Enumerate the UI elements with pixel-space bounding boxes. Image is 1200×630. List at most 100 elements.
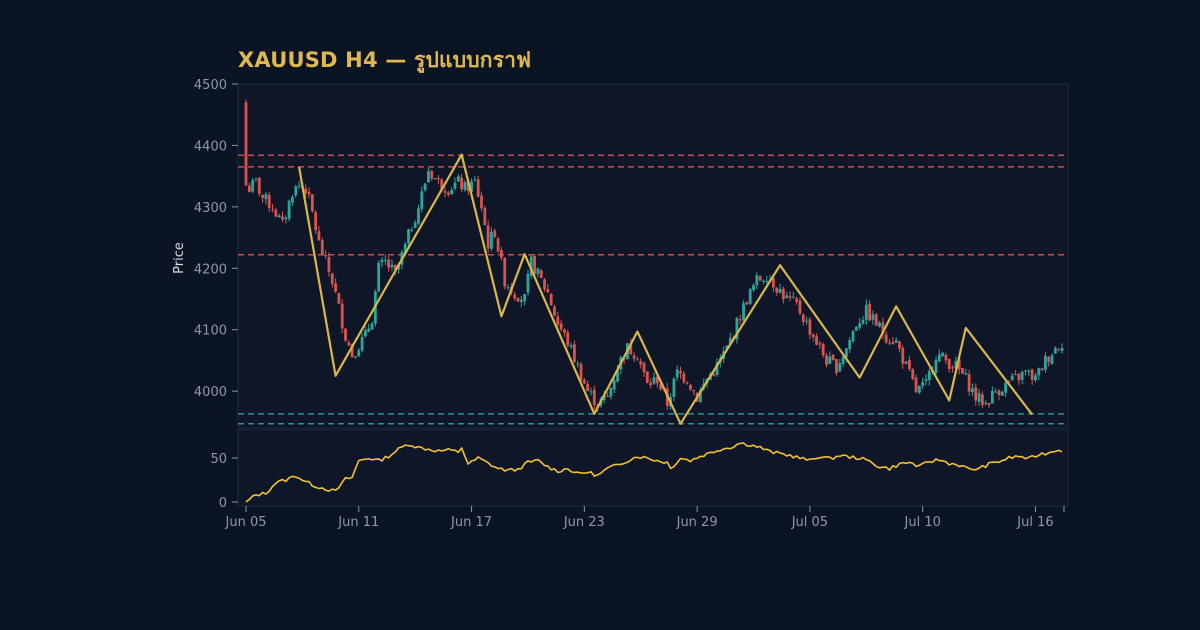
candle-body xyxy=(911,369,915,380)
candle-body xyxy=(811,334,815,337)
candle-body xyxy=(791,296,795,298)
x-tick-label: Jul 16 xyxy=(1016,515,1053,530)
x-tick-label: Jun 05 xyxy=(225,515,267,530)
candle-body xyxy=(888,342,891,344)
candle-body xyxy=(679,371,682,374)
candle-body xyxy=(854,326,858,331)
zigzag-line xyxy=(297,153,1034,425)
candle-body xyxy=(612,380,616,390)
candle-body xyxy=(997,390,1001,395)
candle-body xyxy=(1053,347,1057,354)
x-tick-label: Jun 17 xyxy=(450,515,492,530)
candle-body xyxy=(334,283,337,292)
candle-body xyxy=(838,363,842,372)
candle-body xyxy=(675,369,679,378)
candle-body xyxy=(543,279,546,290)
candle-body xyxy=(1060,347,1064,351)
y-tick-label: 4500 xyxy=(194,78,227,93)
candle-body xyxy=(592,389,596,405)
candle-body xyxy=(519,299,523,302)
y-axis-label: Price xyxy=(172,242,187,274)
candle-body xyxy=(307,191,311,195)
candle-body xyxy=(659,383,663,390)
candle-body xyxy=(383,259,387,261)
candle-body xyxy=(778,288,782,293)
candle-body xyxy=(818,343,822,345)
candle-body xyxy=(682,373,686,383)
candle-body xyxy=(496,238,500,252)
candle-body xyxy=(951,367,954,369)
candle-body xyxy=(463,182,467,191)
candle-body xyxy=(622,358,626,360)
y-tick-label: 4400 xyxy=(194,139,227,154)
candle-body xyxy=(483,207,487,225)
y-tick-label: 4100 xyxy=(194,324,227,339)
candle-body xyxy=(247,185,251,192)
candle-body xyxy=(781,288,785,300)
candle-body xyxy=(430,171,434,179)
candle-body xyxy=(576,363,580,365)
candle-body xyxy=(274,209,278,217)
indicator-line xyxy=(245,442,1063,503)
indicator-panel xyxy=(237,429,1069,507)
candle-body xyxy=(436,178,440,180)
candle-body xyxy=(672,378,676,397)
candle-body xyxy=(758,275,762,281)
candle-body xyxy=(871,314,875,320)
candle-body xyxy=(639,361,643,365)
candle-body xyxy=(917,385,921,393)
candle-body xyxy=(984,402,988,404)
candle-body xyxy=(579,363,583,381)
candle-body xyxy=(974,387,978,401)
candle-body xyxy=(267,194,271,208)
candle-body xyxy=(1037,368,1041,376)
candle-body xyxy=(456,176,460,182)
candle-body xyxy=(387,259,391,268)
candle-body xyxy=(320,240,324,255)
candle-body xyxy=(835,358,838,374)
candle-body xyxy=(314,212,318,231)
candle-body xyxy=(944,354,948,361)
candlesticks xyxy=(244,99,1064,413)
candle-body xyxy=(556,316,560,325)
candle-body xyxy=(652,377,656,384)
candle-body xyxy=(566,332,570,346)
candle-body xyxy=(407,229,410,244)
candle-body xyxy=(500,250,503,258)
y-tick-label: 4200 xyxy=(194,262,227,277)
candle-body xyxy=(616,369,619,382)
candle-body xyxy=(606,395,609,397)
candle-body xyxy=(377,262,381,292)
candle-body xyxy=(440,179,444,190)
candle-body xyxy=(433,178,437,180)
candle-body xyxy=(1000,391,1004,396)
candle-body xyxy=(513,294,517,299)
candle-body xyxy=(1030,369,1034,380)
candle-body xyxy=(864,304,868,320)
candle-body xyxy=(1014,374,1017,376)
candle-body xyxy=(1050,355,1054,364)
candle-body xyxy=(563,329,566,333)
candle-body xyxy=(848,340,852,350)
candle-body xyxy=(393,264,397,270)
candle-body xyxy=(798,300,802,314)
indicator-tick-label: 0 xyxy=(219,496,227,511)
candle-body xyxy=(699,389,702,403)
candle-body xyxy=(526,273,530,293)
candle-body xyxy=(460,177,464,190)
candle-body xyxy=(1040,368,1044,371)
candle-body xyxy=(569,345,573,347)
candle-body xyxy=(327,256,331,272)
candle-body xyxy=(503,257,507,287)
candle-body xyxy=(427,171,430,183)
candle-body xyxy=(821,343,825,356)
candle-body xyxy=(738,319,742,321)
candle-body xyxy=(380,259,384,263)
candle-body xyxy=(271,209,274,211)
candle-body xyxy=(861,319,865,324)
candle-body xyxy=(725,345,729,350)
indicator-tick-label: 50 xyxy=(210,452,227,467)
candle-body xyxy=(284,217,288,220)
candle-body xyxy=(357,350,361,357)
candle-body xyxy=(980,394,984,406)
